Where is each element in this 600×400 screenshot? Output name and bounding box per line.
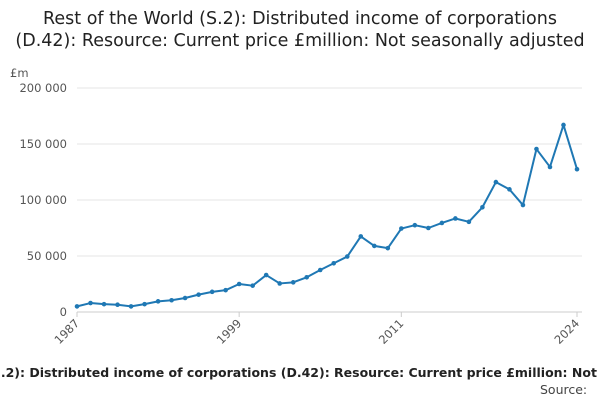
footer-source: Source: [540,382,588,397]
data-point[interactable] [534,146,539,152]
data-point[interactable] [493,179,499,185]
data-point[interactable] [574,166,580,172]
footer-caption: Rest of the World (S.2): Distributed inc… [0,365,600,380]
data-point[interactable] [250,283,255,288]
data-point[interactable] [142,301,147,307]
data-point[interactable] [236,281,242,287]
data-point[interactable] [358,234,364,239]
gridlines [77,87,582,313]
y-axis-label: £m [10,66,29,80]
y-tick-label: 150 000 [19,137,67,151]
data-point[interactable] [223,287,228,293]
data-point[interactable] [412,222,418,228]
y-tick-label: 50 000 [27,249,67,263]
x-tick-label: 1999 [214,316,245,347]
data-point[interactable] [385,245,391,251]
data-point[interactable] [169,297,174,303]
data-point[interactable] [88,300,93,306]
data-point[interactable] [344,254,350,259]
chart-title: Rest of the World (S.2): Distributed inc… [15,9,585,51]
data-point[interactable] [304,274,310,280]
data-point[interactable] [507,187,512,192]
data-point[interactable] [453,216,458,221]
data-point[interactable] [561,122,566,128]
data-point[interactable] [128,304,134,309]
x-tick-label: 2024 [552,316,583,347]
axes: 0 50 000 100 000 150 000 200 000 1987 1999 2011… [19,81,582,347]
series-line [76,123,578,308]
data-point[interactable] [520,202,526,208]
data-point[interactable] [209,289,215,295]
series [74,122,580,309]
data-point[interactable] [196,292,201,297]
x-tick-label: 1987 [52,316,83,347]
data-point[interactable] [74,304,80,309]
data-point[interactable] [263,272,269,278]
y-tick-label: 100 000 [19,193,67,207]
data-point[interactable] [371,243,377,249]
line-chart: 0 50 000 100 000 150 000 200 000 1987 1999 2011… [10,66,582,347]
data-point[interactable] [480,204,485,210]
data-point[interactable] [290,280,296,285]
data-point[interactable] [101,301,107,307]
y-tick-label: 200 000 [19,81,67,95]
y-tick-label: 0 [60,305,67,319]
chart-footer: Rest of the World (S.2): Distributed inc… [0,364,600,400]
data-point[interactable] [155,299,161,304]
data-point[interactable] [439,220,445,226]
data-point[interactable] [115,302,120,308]
data-point[interactable] [426,225,431,231]
data-point[interactable] [466,219,472,225]
data-point[interactable] [317,267,323,273]
data-point[interactable] [277,281,283,286]
x-tick-label: 2011 [376,316,407,347]
data-point[interactable] [331,260,337,266]
data-point[interactable] [182,295,188,301]
data-point[interactable] [399,226,404,231]
data-point[interactable] [547,164,553,170]
